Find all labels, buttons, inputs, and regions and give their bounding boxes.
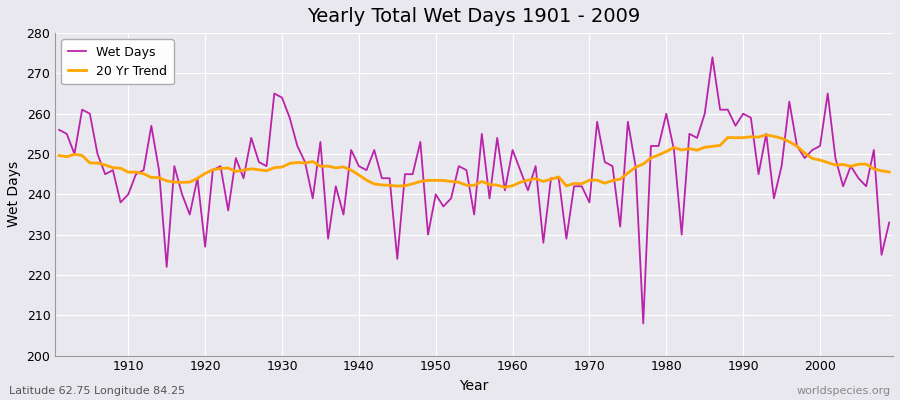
Wet Days xyxy=(884,220,895,225)
Wet Days xyxy=(508,148,518,152)
Text: Latitude 62.75 Longitude 84.25: Latitude 62.75 Longitude 84.25 xyxy=(9,386,185,396)
20 Yr Trend xyxy=(760,132,771,137)
Wet Days xyxy=(284,115,295,120)
Line: Wet Days: Wet Days xyxy=(59,57,889,323)
Wet Days xyxy=(54,128,65,132)
20 Yr Trend xyxy=(608,178,618,183)
Wet Days xyxy=(599,160,610,164)
Wet Days xyxy=(330,184,341,189)
20 Yr Trend xyxy=(884,170,895,174)
20 Yr Trend xyxy=(515,180,526,185)
20 Yr Trend xyxy=(115,166,126,171)
Wet Days xyxy=(638,321,649,326)
Legend: Wet Days, 20 Yr Trend: Wet Days, 20 Yr Trend xyxy=(61,39,174,84)
Wet Days xyxy=(500,188,510,193)
X-axis label: Year: Year xyxy=(460,379,489,393)
20 Yr Trend xyxy=(284,161,295,166)
20 Yr Trend xyxy=(508,183,518,188)
Title: Yearly Total Wet Days 1901 - 2009: Yearly Total Wet Days 1901 - 2009 xyxy=(308,7,641,26)
Line: 20 Yr Trend: 20 Yr Trend xyxy=(59,135,889,187)
20 Yr Trend xyxy=(54,153,65,158)
20 Yr Trend xyxy=(500,185,510,190)
Wet Days xyxy=(115,200,126,205)
Y-axis label: Wet Days: Wet Days xyxy=(7,161,21,228)
20 Yr Trend xyxy=(330,166,341,170)
Text: worldspecies.org: worldspecies.org xyxy=(796,386,891,396)
Wet Days xyxy=(707,55,718,60)
